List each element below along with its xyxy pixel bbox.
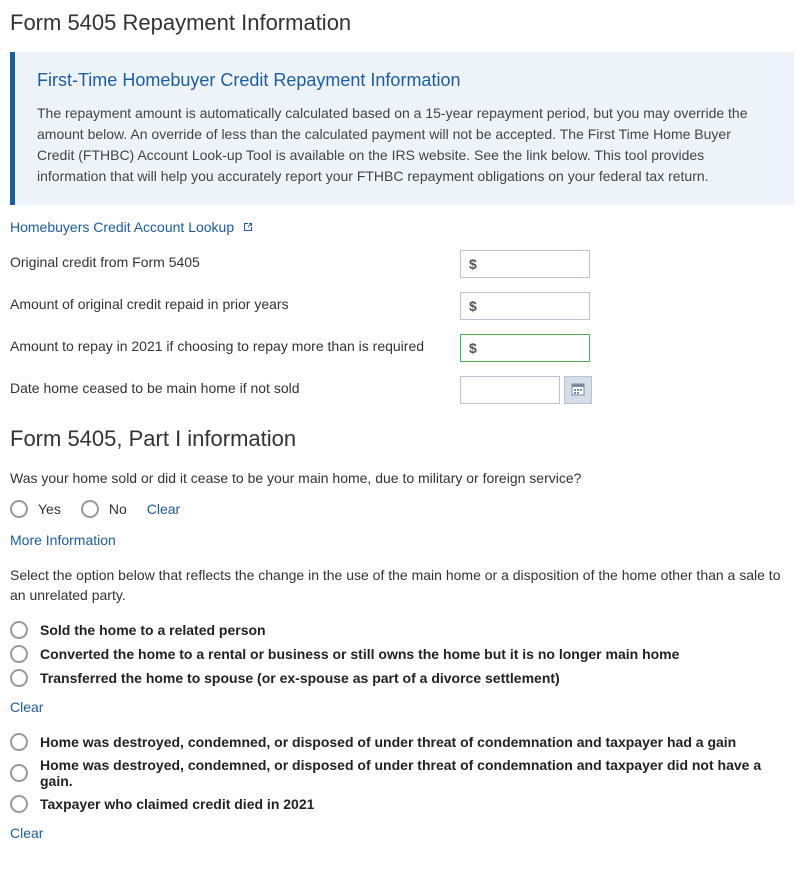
original-credit-label: Original credit from Form 5405 xyxy=(10,250,460,270)
g2-opt3-label: Taxpayer who claimed credit died in 2021 xyxy=(40,796,314,812)
dollar-icon: $ xyxy=(461,256,485,272)
q1-yes-label: Yes xyxy=(38,501,61,517)
amount-repaid-input-wrap: $ xyxy=(460,292,590,320)
g2-opt2-label: Home was destroyed, condemned, or dispos… xyxy=(40,757,794,789)
g1-opt1-radio[interactable] xyxy=(10,621,28,639)
original-credit-input-wrap: $ xyxy=(460,250,590,278)
info-box-title: First-Time Homebuyer Credit Repayment In… xyxy=(37,70,772,91)
calendar-button[interactable] xyxy=(564,376,592,404)
g2-opt1-radio[interactable] xyxy=(10,733,28,751)
amount-repaid-input[interactable] xyxy=(485,294,575,318)
original-credit-input[interactable] xyxy=(485,252,575,276)
g1-clear-link[interactable]: Clear xyxy=(10,699,43,715)
instruction-text: Select the option below that reflects th… xyxy=(10,566,794,605)
info-box: First-Time Homebuyer Credit Repayment In… xyxy=(10,52,794,205)
more-info-link[interactable]: More Information xyxy=(10,532,116,548)
g1-opt1-label: Sold the home to a related person xyxy=(40,622,266,638)
external-link-icon xyxy=(242,220,254,236)
g1-opt2-label: Converted the home to a rental or busine… xyxy=(40,646,679,662)
q1-no-label: No xyxy=(109,501,127,517)
amount-to-repay-input[interactable] xyxy=(485,336,575,360)
q1-clear-link[interactable]: Clear xyxy=(147,501,180,517)
info-box-text: The repayment amount is automatically ca… xyxy=(37,103,772,187)
date-ceased-input[interactable] xyxy=(460,376,560,404)
amount-to-repay-input-wrap: $ xyxy=(460,334,590,362)
g1-opt3-radio[interactable] xyxy=(10,669,28,687)
amount-repaid-label: Amount of original credit repaid in prio… xyxy=(10,292,460,312)
g1-opt2-radio[interactable] xyxy=(10,645,28,663)
q1-yes-radio[interactable] xyxy=(10,500,28,518)
page-title: Form 5405 Repayment Information xyxy=(10,10,794,36)
g2-clear-link[interactable]: Clear xyxy=(10,825,43,841)
q1-text: Was your home sold or did it cease to be… xyxy=(10,470,794,486)
dollar-icon: $ xyxy=(461,298,485,314)
g2-opt1-label: Home was destroyed, condemned, or dispos… xyxy=(40,734,736,750)
lookup-link[interactable]: Homebuyers Credit Account Lookup xyxy=(10,219,234,235)
g2-opt3-radio[interactable] xyxy=(10,795,28,813)
date-ceased-label: Date home ceased to be main home if not … xyxy=(10,376,460,396)
g2-opt2-radio[interactable] xyxy=(10,764,28,782)
dollar-icon: $ xyxy=(461,340,485,356)
calendar-icon xyxy=(571,382,585,399)
amount-to-repay-label: Amount to repay in 2021 if choosing to r… xyxy=(10,334,460,354)
g1-opt3-label: Transferred the home to spouse (or ex-sp… xyxy=(40,670,560,686)
q1-no-radio[interactable] xyxy=(81,500,99,518)
section-title-part1: Form 5405, Part I information xyxy=(10,426,794,452)
